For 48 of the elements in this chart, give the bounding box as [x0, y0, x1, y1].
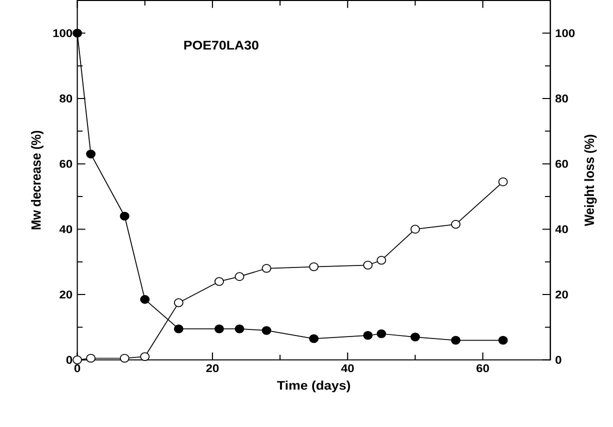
y2-tick-label: 20: [555, 290, 568, 299]
x-tick-label: 60: [476, 364, 489, 372]
point: [72, 28, 82, 38]
y-tick-label: 0: [66, 356, 72, 364]
point: [309, 334, 319, 344]
point: [363, 331, 373, 340]
y2-tick-label: 100: [556, 29, 575, 38]
point: [309, 262, 319, 272]
point: [363, 260, 373, 270]
y2-axis-title: Weight loss (%): [584, 135, 597, 226]
y-tick-label: 100: [53, 29, 72, 38]
point: [120, 354, 130, 363]
x-tick-label: 20: [206, 364, 219, 372]
point: [174, 324, 184, 334]
point: [410, 225, 420, 234]
y2-tick-label: 0: [556, 356, 562, 364]
point: [214, 324, 224, 334]
point: [498, 336, 508, 345]
point: [86, 354, 96, 363]
point: [72, 356, 82, 365]
point: [498, 178, 508, 186]
y2-tick-label: 40: [555, 225, 568, 234]
y-tick-label: 20: [60, 290, 72, 299]
y2-tick-label: 80: [555, 94, 568, 103]
y-tick-label: 60: [60, 160, 72, 168]
point: [120, 212, 130, 221]
point: [234, 272, 244, 282]
point: [410, 332, 420, 342]
text: POE70LA30: [184, 41, 258, 50]
point: [174, 298, 184, 308]
y-tick-label: 80: [60, 94, 72, 103]
x-tick-label: 0: [74, 364, 80, 372]
x-axis-title: Time (days): [277, 380, 350, 392]
point: [451, 336, 460, 345]
y-axis-title: Mw decrease (%): [31, 131, 44, 230]
point: [140, 352, 150, 362]
point: [234, 324, 244, 334]
x-tick-label: 40: [341, 364, 354, 372]
point: [451, 220, 460, 229]
point: [376, 256, 386, 265]
y-tick-label: 40: [59, 225, 72, 234]
point: [262, 264, 272, 274]
point: [214, 277, 224, 286]
point: [140, 295, 150, 304]
point: [86, 150, 96, 159]
point: [262, 326, 272, 336]
y2-tick-label: 60: [556, 160, 568, 168]
point: [376, 330, 386, 338]
